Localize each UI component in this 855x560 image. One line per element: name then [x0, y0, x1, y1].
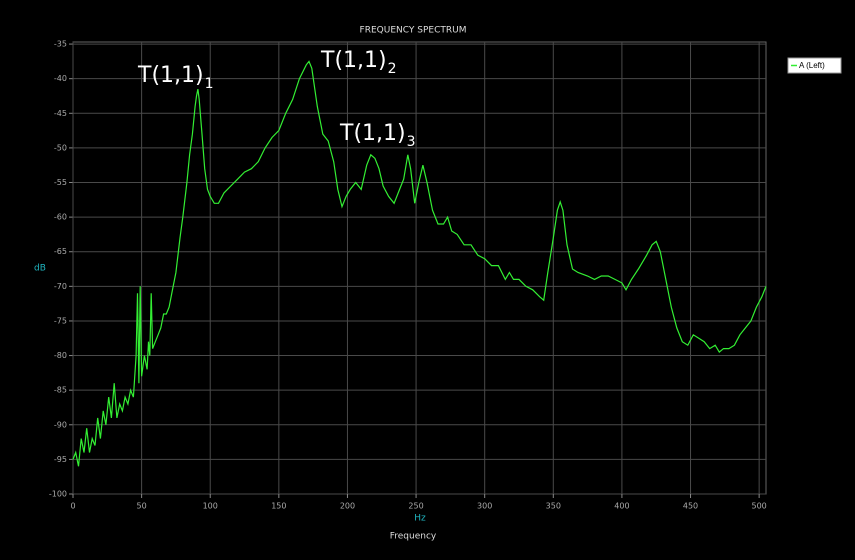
y-tick-label: -35 [54, 40, 67, 49]
x-axis-label: Frequency [390, 532, 437, 542]
legend-box [787, 57, 842, 74]
y-tick-label: -85 [54, 386, 67, 395]
annotation-subscript: 1 [205, 76, 214, 92]
x-tick-label: 450 [683, 502, 698, 511]
x-tick-label: 300 [477, 502, 492, 511]
x-tick-label: 400 [614, 502, 629, 511]
y-tick-label: -70 [54, 282, 67, 291]
legend-label: A (Left) [799, 61, 825, 70]
y-tick-label: -45 [54, 109, 67, 118]
series-line [72, 60, 767, 467]
x-tick-label: 200 [340, 502, 355, 511]
annotation: T(1,1) [137, 63, 204, 88]
x-tick-label: 500 [751, 502, 766, 511]
plot-area [72, 41, 767, 495]
annotation-subscript: 2 [388, 61, 397, 77]
x-axis-unit: Hz [414, 514, 426, 524]
y-tick-label: -40 [54, 74, 67, 83]
x-tick-label: 150 [271, 502, 286, 511]
y-axis-label: dB [34, 264, 46, 274]
legend: A (Left) [787, 57, 842, 74]
y-tick-label: -75 [54, 316, 67, 325]
annotation-subscript: 3 [407, 134, 416, 150]
x-tick-label: 350 [546, 502, 561, 511]
y-tick-label: -90 [54, 420, 67, 429]
annotation: T(1,1) [320, 48, 387, 73]
x-tick-label: 0 [70, 502, 75, 511]
chart-title: FREQUENCY SPECTRUM [360, 26, 467, 36]
y-tick-label: -50 [54, 143, 67, 152]
y-tick-label: -80 [54, 351, 67, 360]
x-tick-label: 100 [203, 502, 218, 511]
y-tick-label: -95 [54, 455, 67, 464]
y-tick-label: -65 [54, 247, 67, 256]
x-tick-label: 50 [137, 502, 147, 511]
y-tick-label: -100 [49, 490, 67, 499]
y-tick-label: -55 [54, 178, 67, 187]
x-tick-label: 250 [408, 502, 423, 511]
annotation: T(1,1) [339, 121, 406, 146]
y-tick-label: -60 [54, 213, 67, 222]
